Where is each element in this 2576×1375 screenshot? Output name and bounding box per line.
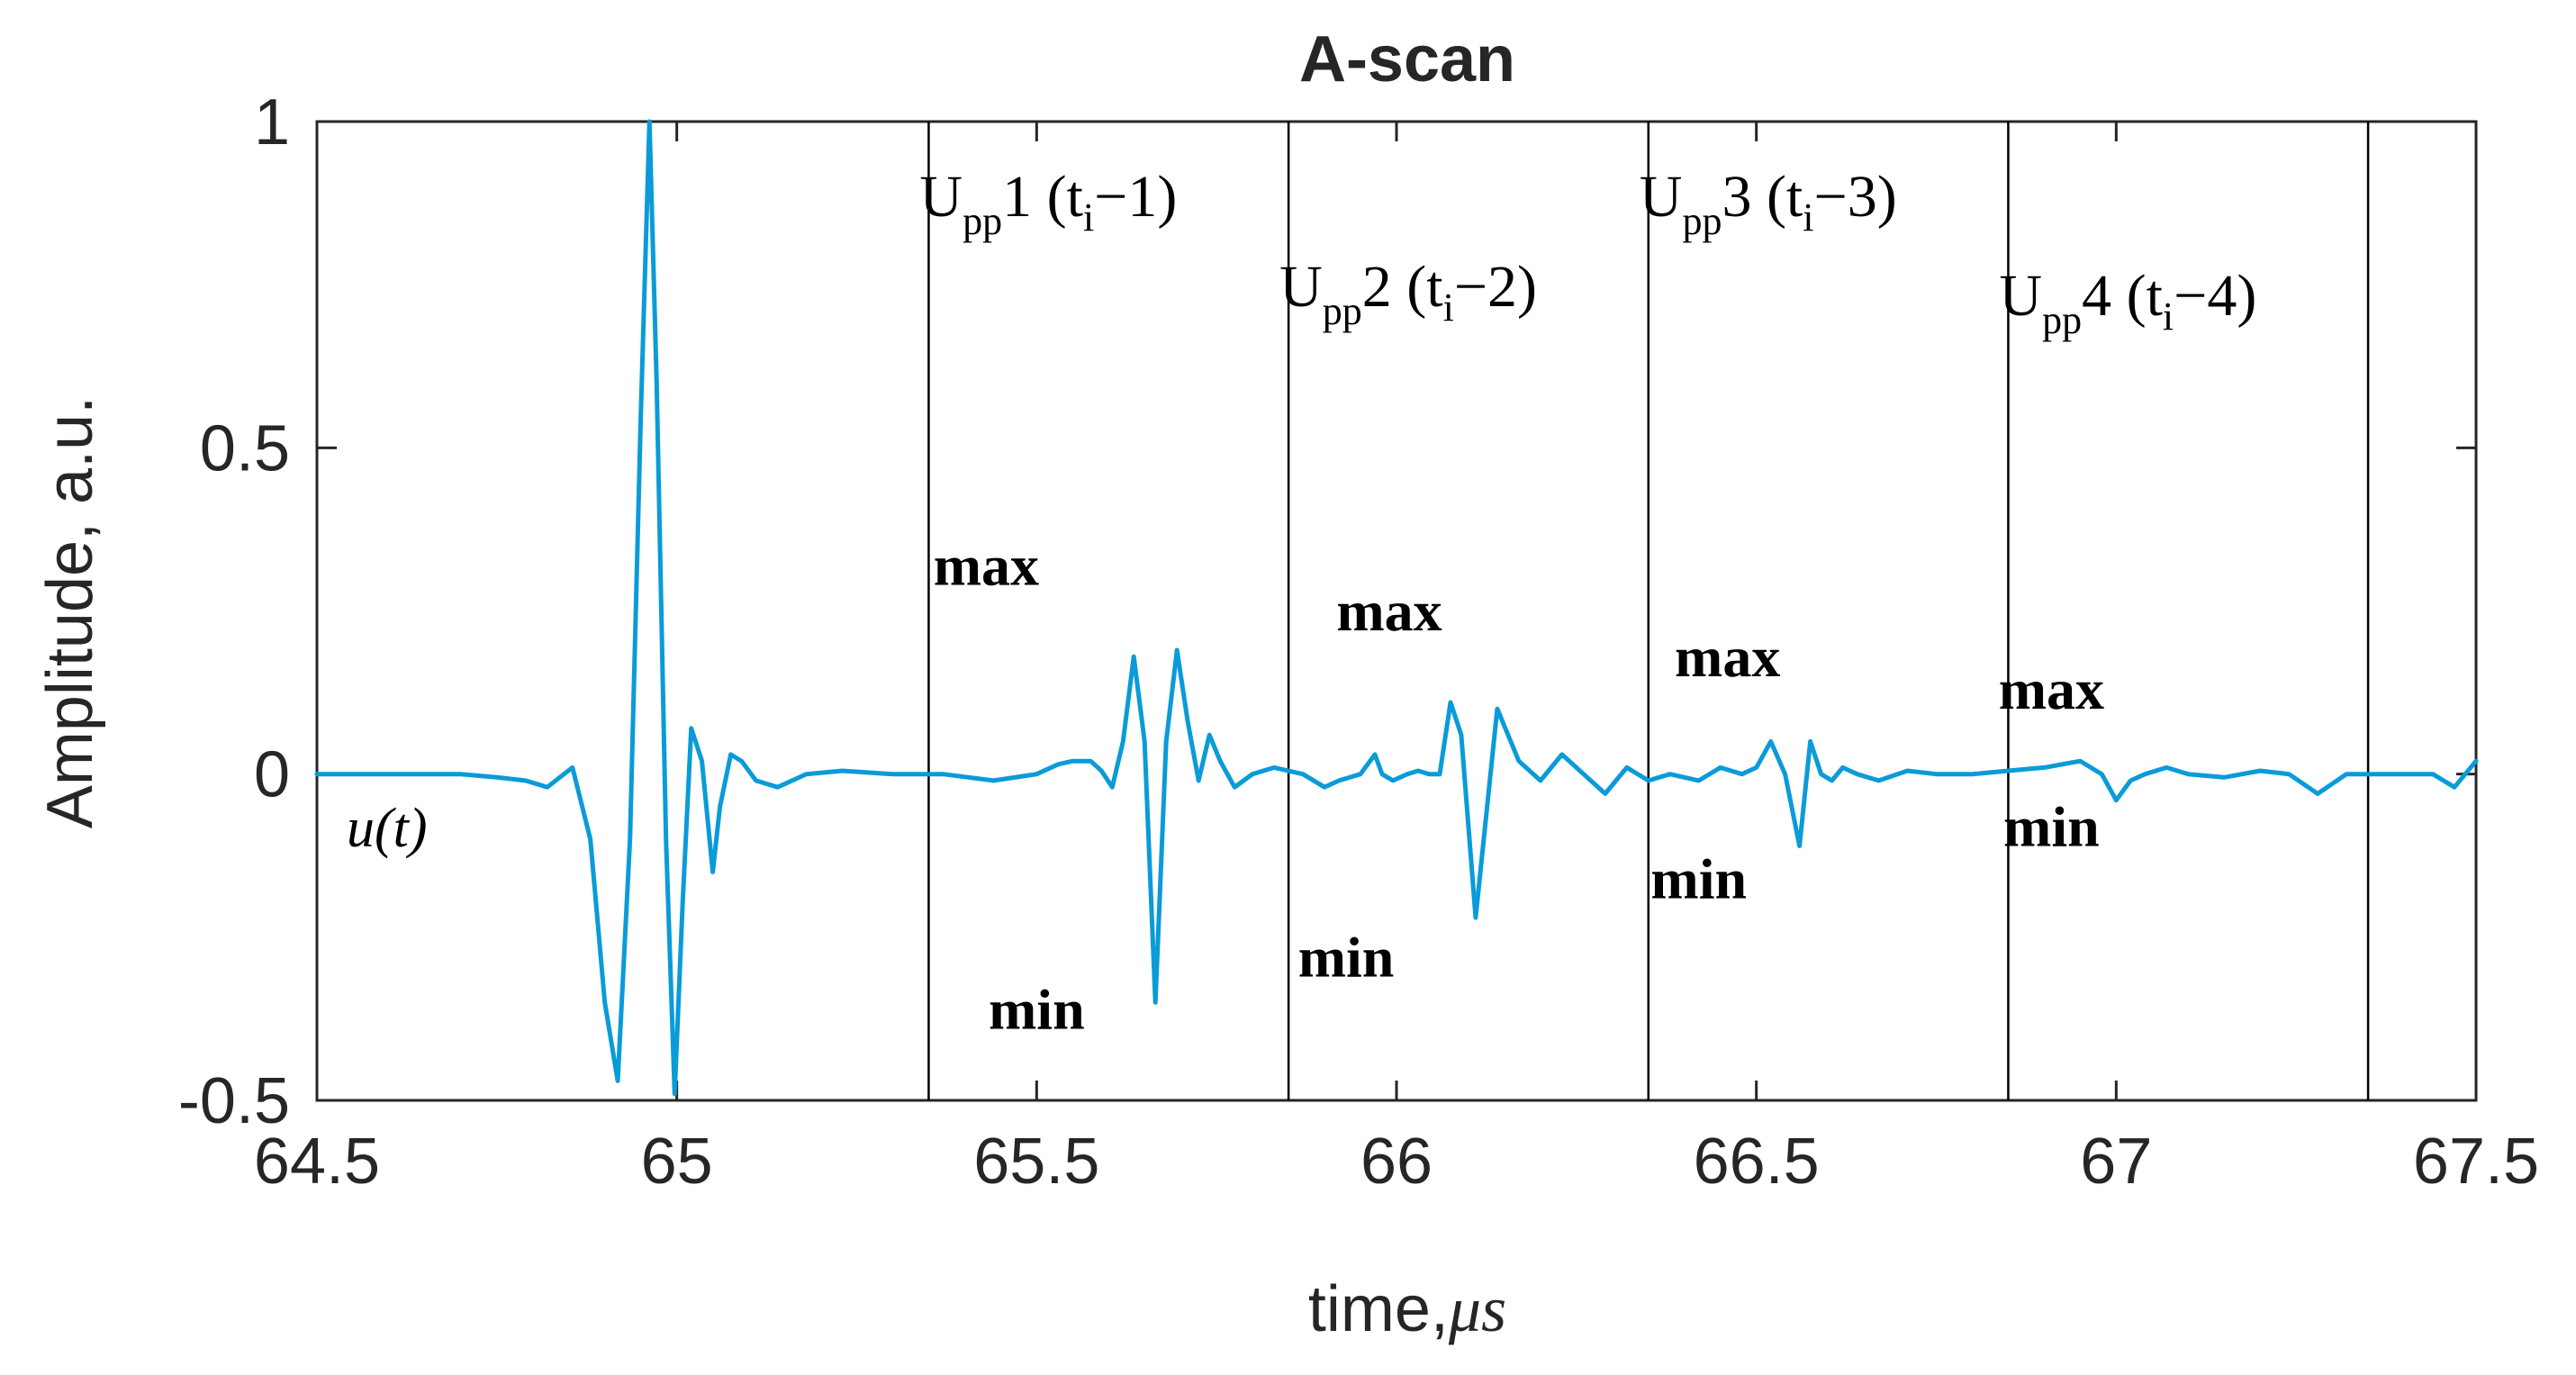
x-axis-label: time,μs — [1308, 1273, 1506, 1345]
annotation-max: max — [934, 534, 1039, 598]
gate-label-2: Upp2 (ti−2) — [1279, 254, 1537, 333]
annotation-min: min — [989, 977, 1085, 1041]
annotation-max: max — [1336, 579, 1442, 643]
gate-label-1: Upp1 (ti−1) — [919, 164, 1177, 243]
x-tick-label: 65.5 — [973, 1126, 1099, 1198]
gate-label-4: Upp4 (ti−4) — [1999, 263, 2256, 342]
signal-label: u(t) — [347, 798, 428, 859]
chart-title: A-scan — [1299, 23, 1515, 95]
x-axis-label-unit: μs — [1448, 1273, 1506, 1345]
gate-labels: Upp1 (ti−1) Upp2 (ti−2) Upp3 (ti−3) Upp4 (t… — [919, 164, 2256, 342]
y-tick-label: 0 — [254, 739, 290, 811]
gate-label-3: Upp3 (ti−3) — [1640, 164, 1897, 243]
annotation-min: min — [1298, 925, 1395, 989]
y-tick-label: 1 — [254, 86, 290, 158]
annotation-max: max — [1675, 625, 1780, 689]
x-axis-label-text: time, — [1308, 1273, 1449, 1345]
x-tick-label: 64.5 — [254, 1126, 380, 1198]
annotation-min: min — [2003, 794, 2100, 858]
x-tick-label: 67 — [2080, 1126, 2152, 1198]
gate-lines — [927, 122, 2370, 1100]
annotation-max: max — [1999, 657, 2104, 721]
series-line — [314, 119, 2479, 1097]
x-tick-label: 66.5 — [1694, 1126, 1820, 1198]
x-tick-label: 66 — [1360, 1126, 1433, 1198]
y-tick-label: -0.5 — [178, 1065, 290, 1137]
x-tick-label: 65 — [641, 1126, 713, 1198]
y-tick-label: 0.5 — [200, 412, 290, 484]
signal-series — [314, 119, 2479, 1097]
extrema-annotations: max min max min max min max min — [934, 534, 2104, 1042]
x-tick-label: 67.5 — [2413, 1126, 2539, 1198]
axis-ticks: 64.5 65 65.5 66 66.5 67 67.5 -0.5 0 0.5 1 — [178, 86, 2539, 1198]
annotation-min: min — [1650, 846, 1747, 910]
y-axis-label: Amplitude, a.u. — [34, 396, 106, 828]
